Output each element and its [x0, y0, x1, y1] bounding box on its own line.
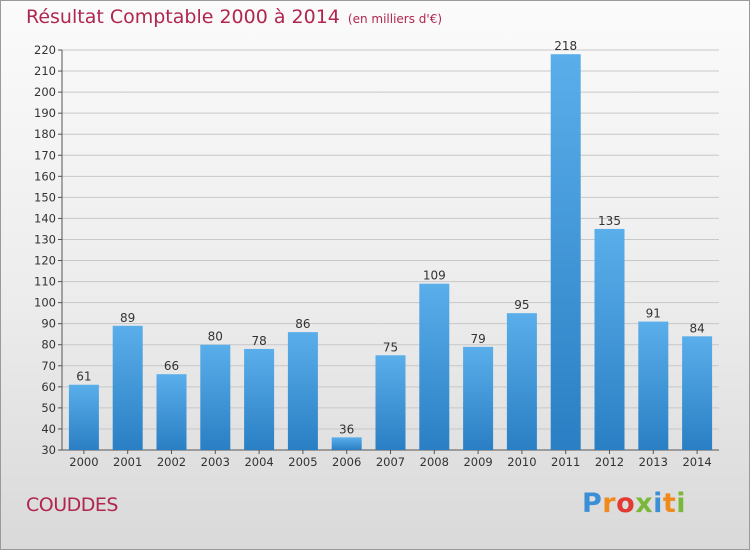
value-label-2013: 91	[646, 307, 661, 321]
y-tick-label: 60	[41, 380, 56, 394]
chart-title: Résultat Comptable 2000 à 2014 (en millie…	[26, 6, 442, 28]
value-label-2012: 135	[598, 214, 621, 228]
y-tick-label: 80	[41, 338, 56, 352]
bar-2005	[287, 332, 318, 450]
y-tick-label: 90	[41, 317, 56, 331]
x-tick-label-2001: 2001	[113, 455, 142, 469]
x-tick-label-2003: 2003	[201, 455, 230, 469]
unit-label: (en milliers d'€)	[347, 12, 443, 26]
logo-letter: i	[653, 488, 663, 519]
x-tick-label-2007: 2007	[376, 455, 405, 469]
logo-letter: P	[582, 488, 603, 519]
logo-letter: o	[616, 488, 636, 519]
x-tick-label-2011: 2011	[551, 455, 580, 469]
value-label-2007: 75	[383, 340, 398, 354]
value-label-2005: 86	[295, 317, 310, 331]
value-label-2010: 95	[514, 298, 529, 312]
bar-2006	[331, 437, 362, 450]
x-tick-label-2008: 2008	[420, 455, 449, 469]
bar-2007	[375, 355, 406, 450]
y-tick-label: 160	[34, 169, 56, 183]
bar-2004	[244, 348, 275, 450]
bar-2010	[506, 313, 537, 450]
y-tick-label: 140	[34, 211, 56, 225]
y-tick-label: 170	[34, 148, 56, 162]
y-tick-label: 220	[34, 43, 56, 57]
y-tick-label: 180	[34, 127, 56, 141]
value-label-2009: 79	[470, 332, 485, 346]
logo-letter: t	[662, 488, 677, 519]
logo-letter: i	[676, 488, 687, 519]
bar-2014	[682, 336, 713, 450]
bar-2009	[463, 346, 494, 450]
value-label-2000: 61	[76, 370, 91, 384]
x-tick-label-2010: 2010	[507, 455, 536, 469]
y-tick-label: 190	[34, 106, 56, 120]
value-label-2003: 80	[208, 330, 223, 344]
x-tick-label-2004: 2004	[244, 455, 273, 469]
title-text: Résultat Comptable 2000 à 2014	[26, 6, 340, 28]
y-tick-label: 130	[34, 232, 56, 246]
proxiti-logo: Proxiti	[582, 488, 686, 519]
x-tick-label-2006: 2006	[332, 455, 361, 469]
value-label-2011: 218	[554, 39, 577, 53]
value-label-2008: 109	[423, 269, 446, 283]
value-label-2006: 36	[339, 422, 354, 436]
value-label-2004: 78	[251, 334, 266, 348]
place-name: COUDDES	[26, 494, 118, 516]
bar-2003	[200, 344, 231, 450]
x-tick-label-2009: 2009	[463, 455, 492, 469]
bar-2001	[112, 325, 143, 450]
x-tick-labels: 2000 2001 2002 2003 2004 2005 2006 2007 2008 2009…	[69, 455, 711, 469]
logo-letter: x	[635, 488, 654, 519]
bar-2011	[550, 54, 581, 451]
logo-letter: r	[602, 488, 617, 519]
y-tick-label: 150	[34, 190, 56, 204]
value-labels: 61 89 66 80 78 86 36 75 109 79 95 218 135 91 84	[76, 39, 704, 436]
y-tick-label: 100	[34, 296, 56, 310]
bar-2002	[156, 374, 187, 450]
y-tick-label: 70	[41, 359, 56, 373]
y-tick-labels: 30 40 50 60 70 80 90 100 110 120 130 140 150 160 170 18…	[34, 43, 56, 457]
x-tick-label-2005: 2005	[288, 455, 317, 469]
bars	[68, 54, 713, 451]
value-label-2001: 89	[120, 311, 135, 325]
value-label-2014: 84	[689, 321, 704, 335]
x-tick-label-2002: 2002	[157, 455, 186, 469]
bar-2000	[68, 384, 99, 450]
x-tick-label-2000: 2000	[69, 455, 98, 469]
y-tick-label: 200	[34, 85, 56, 99]
x-tick-label-2012: 2012	[595, 455, 624, 469]
value-label-2002: 66	[164, 359, 179, 373]
y-tick-label: 40	[41, 422, 56, 436]
bar-2013	[638, 321, 669, 450]
bar-2008	[419, 283, 450, 450]
y-tick-label: 210	[34, 64, 56, 78]
y-tick-label: 50	[41, 401, 56, 415]
bar-2012	[594, 228, 625, 450]
y-tick-label: 110	[34, 275, 56, 289]
x-tick-label-2014: 2014	[682, 455, 711, 469]
y-tick-label: 30	[41, 443, 56, 457]
x-tick-label-2013: 2013	[639, 455, 668, 469]
y-tick-label: 120	[34, 254, 56, 268]
